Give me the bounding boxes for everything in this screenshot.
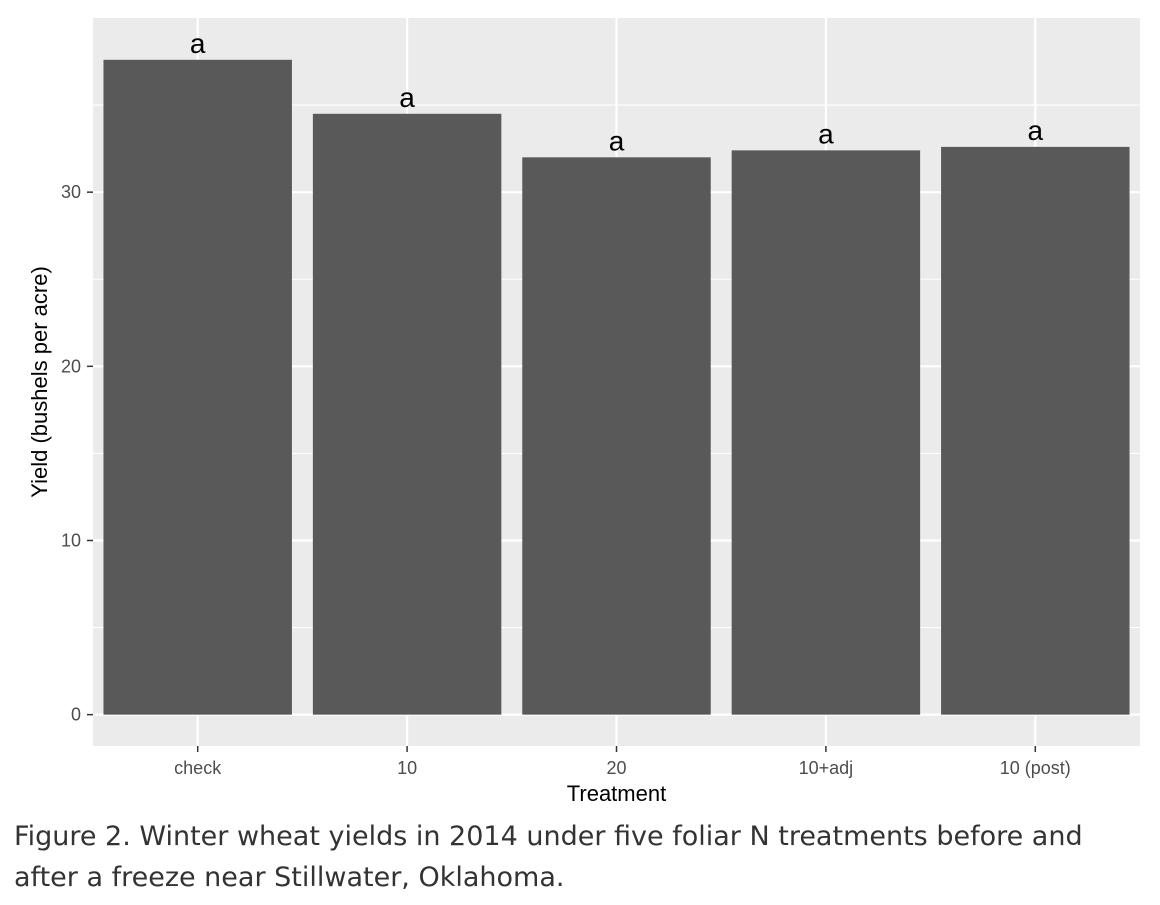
bar-10+adj: [731, 150, 921, 715]
bar-20: [522, 157, 711, 715]
bar-label: a: [399, 82, 415, 113]
bar-10 (post): [941, 146, 1130, 715]
bar-label: a: [1028, 115, 1044, 146]
bar-check: [103, 59, 292, 715]
x-tick-label: check: [174, 758, 222, 778]
x-tick-label: 10 (post): [1000, 758, 1071, 778]
x-tick-label: 20: [606, 758, 626, 778]
bar-label: a: [818, 118, 834, 149]
y-tick-label: 10: [61, 530, 81, 550]
bar-label: a: [609, 125, 625, 156]
bars: [103, 59, 1130, 715]
x-axis-title: Treatment: [567, 781, 666, 806]
x-tick-label: 10: [397, 758, 417, 778]
bar-chart: a a a a a 0 10 20 30 check 10 20 10+adj 10 (post) T…: [27, 18, 1140, 806]
x-tick-label: 10+adj: [799, 758, 854, 778]
bar-10: [312, 113, 502, 715]
figure-caption: Figure 2. Winter wheat yields in 2014 un…: [14, 821, 1083, 893]
x-axis: check 10 20 10+adj 10 (post): [174, 746, 1071, 778]
y-axis: 0 10 20 30: [61, 182, 93, 725]
y-tick-label: 0: [71, 705, 81, 725]
bar-label: a: [190, 28, 206, 59]
y-axis-title: Yield (bushels per acre): [27, 266, 52, 498]
bar-labels: a a a a a: [190, 28, 1044, 157]
y-tick-label: 30: [61, 182, 81, 202]
y-tick-label: 20: [61, 356, 81, 376]
